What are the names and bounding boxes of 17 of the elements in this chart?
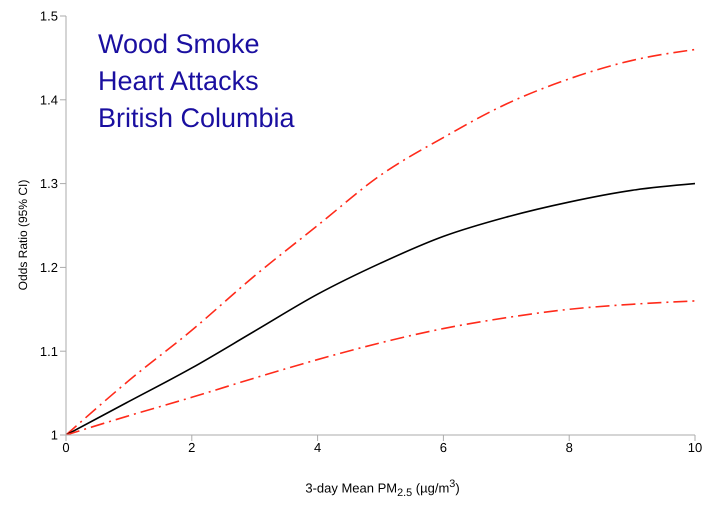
y-tick-label: 1.4 xyxy=(40,92,58,108)
y-tick-label: 1.3 xyxy=(40,176,58,192)
x-axis-title: 3-day Mean PM$_{2.5}$ (µg/m$^{3}$) xyxy=(304,478,461,499)
annotation: Heart Attacks xyxy=(98,65,260,98)
x-tick-label: 0 xyxy=(62,440,70,456)
x-tick-label: 2 xyxy=(188,440,196,456)
x-tick-label: 10 xyxy=(688,440,702,456)
x-tick-label: 6 xyxy=(440,440,448,456)
y-tick-label: 1.5 xyxy=(40,8,58,24)
x-tick-label: 8 xyxy=(566,440,573,456)
y-tick-label: 1 xyxy=(50,428,58,443)
annotation: British Columbia xyxy=(98,102,295,135)
y-axis-title: Odds Ratio (95% CI) xyxy=(16,178,30,292)
x-tick-label: 4 xyxy=(314,440,322,456)
y-tick-label: 1.2 xyxy=(40,260,58,276)
annotation: Wood Smoke xyxy=(98,28,261,61)
y-tick-label: 1.1 xyxy=(40,344,58,359)
